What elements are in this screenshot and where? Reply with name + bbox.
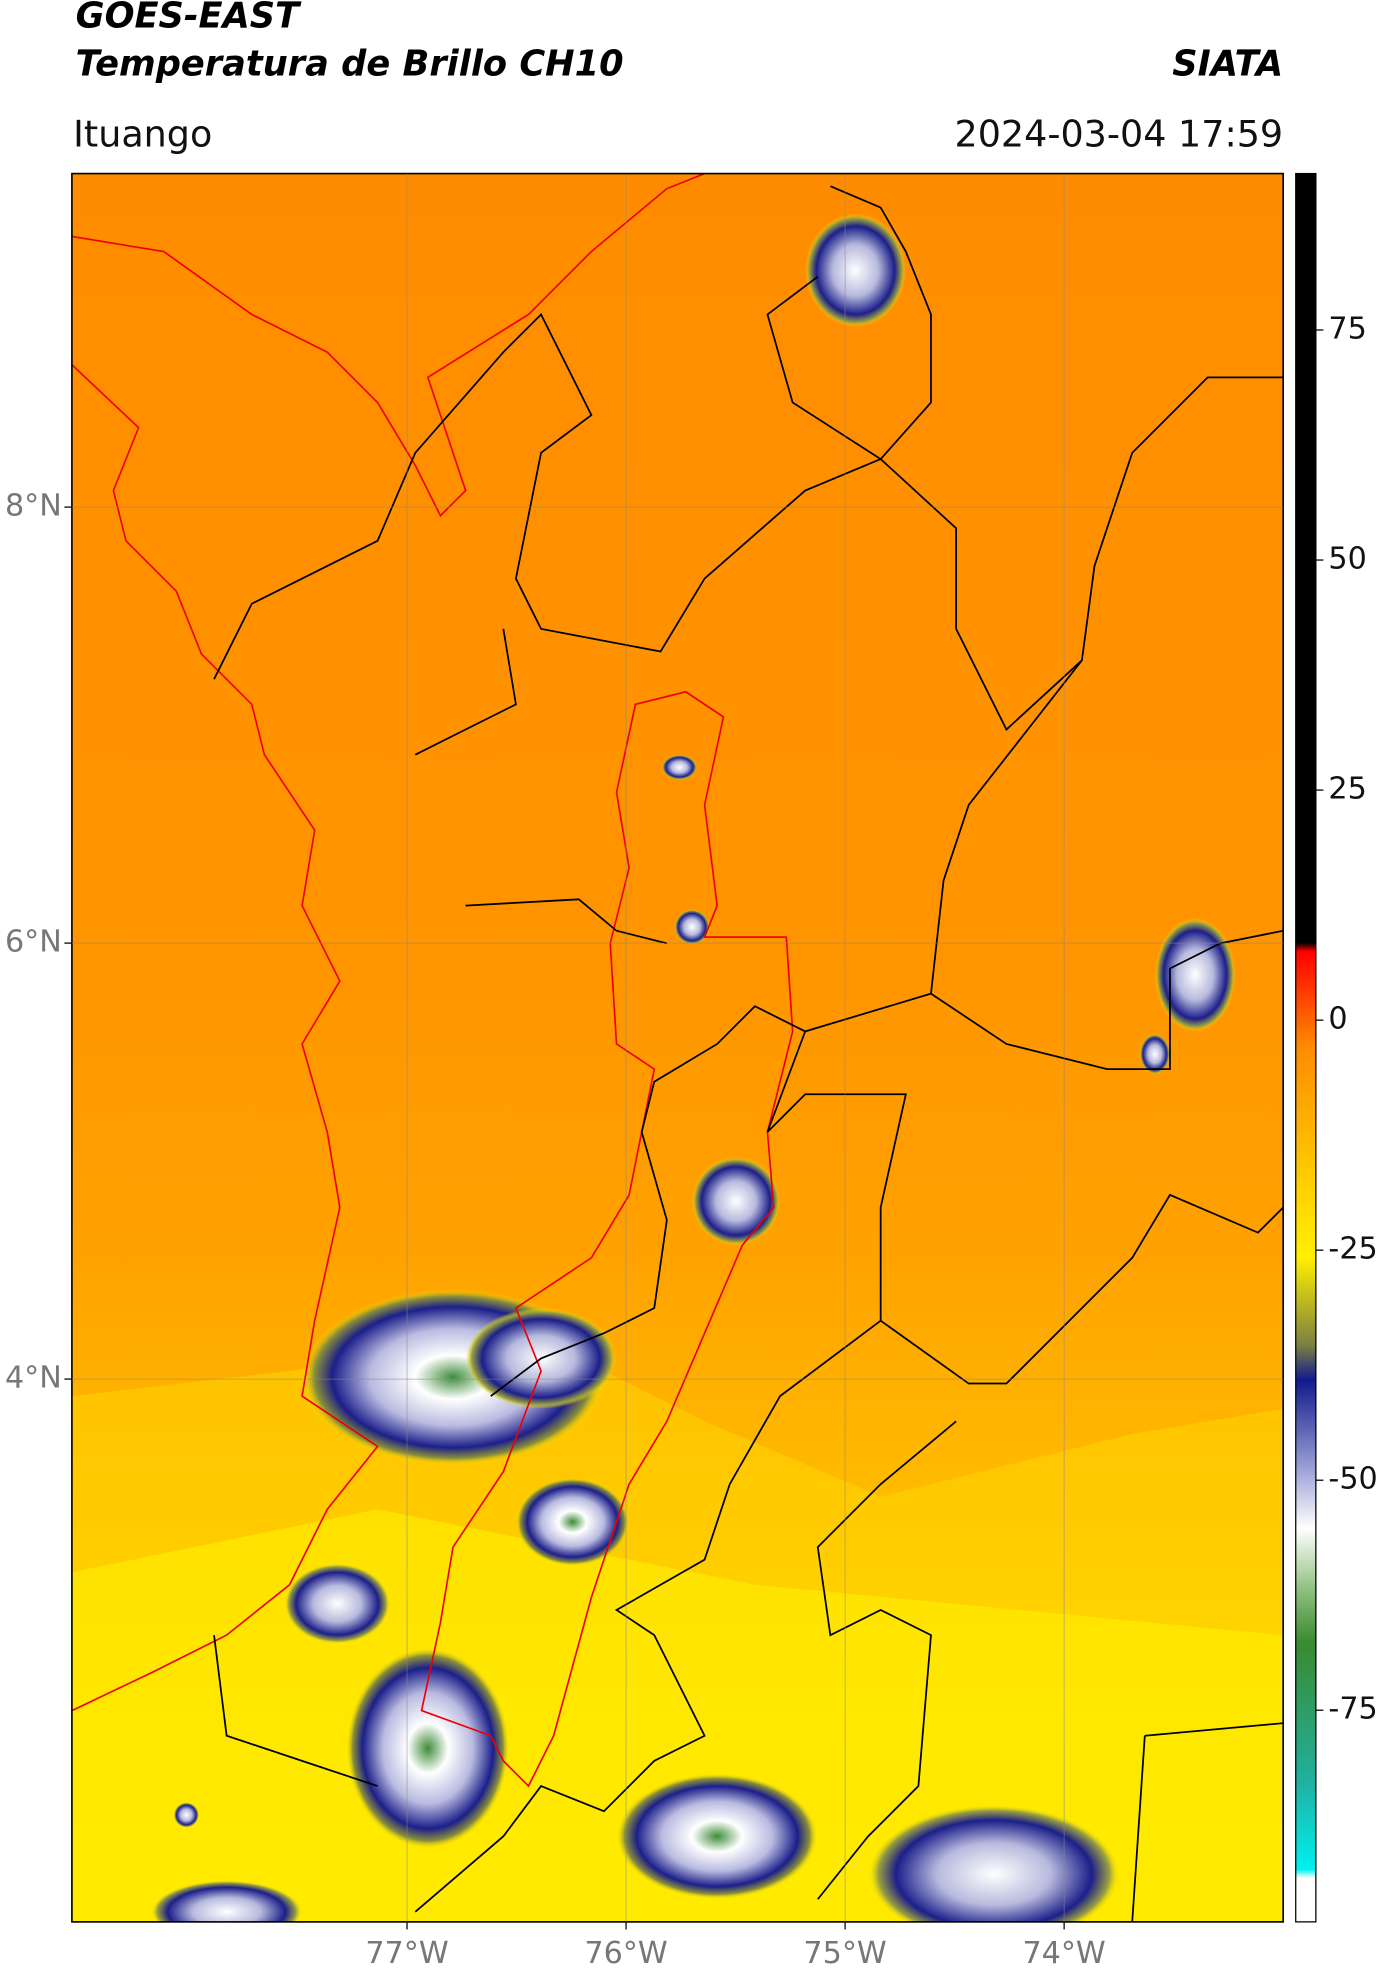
y-tick-label: 8°N (5, 489, 62, 524)
map-frame (71, 172, 1284, 1923)
x-tick-label: 76°W (584, 1936, 667, 1971)
colorbar (1295, 172, 1317, 1923)
colorbar-tick-label: 25 (1328, 772, 1366, 807)
y-tick-label: 4°N (5, 1361, 62, 1396)
datetime: 2024-03-04 17:59 (955, 112, 1284, 155)
location: Ituango (73, 112, 212, 155)
map-image (71, 173, 1284, 1922)
colorbar-tick-label: 75 (1328, 312, 1366, 347)
x-tick-label: 77°W (365, 1936, 448, 1971)
x-tick-label: 74°W (1022, 1936, 1105, 1971)
colorbar-tick-label: -75 (1328, 1692, 1377, 1727)
colorbar-tick-label: -50 (1328, 1462, 1377, 1497)
axes: 77°W 76°W 75°W 74°W 8°N 6°N 4°N 75 50 25 0 -25 -50 -7… (5, 173, 1378, 1971)
y-tick-label: 6°N (5, 925, 62, 960)
satellite: GOES-EAST (76, 0, 302, 37)
product: Temperatura de Brillo CH10 (76, 43, 624, 84)
colorbar-tick-label: 50 (1328, 542, 1366, 577)
colorbar-tick-label: -25 (1328, 1232, 1377, 1267)
brand: SIATA (1172, 43, 1283, 84)
colorbar-tick-label: 0 (1328, 1002, 1347, 1037)
x-tick-label: 75°W (803, 1936, 886, 1971)
